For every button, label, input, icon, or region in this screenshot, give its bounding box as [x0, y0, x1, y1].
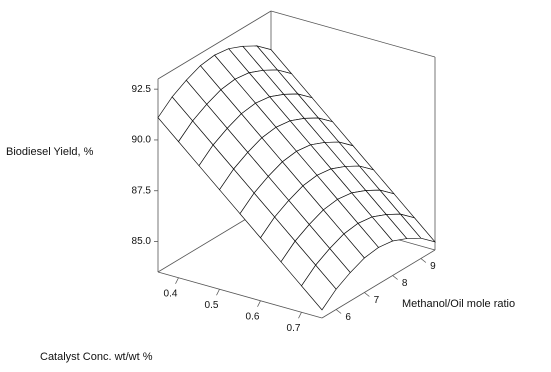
x-tick [257, 300, 261, 307]
surface-cell [301, 264, 337, 311]
box-edge [157, 271, 323, 319]
y-tick-label: 6 [345, 312, 351, 323]
x-tick-label: 0.7 [287, 323, 301, 334]
z-axis-label: Biodiesel Yield, % [6, 146, 94, 158]
y-tick-label: 7 [374, 295, 380, 306]
y-tick [335, 309, 342, 314]
z-tick-label: 90.0 [132, 135, 152, 146]
x-tick-label: 0.5 [205, 300, 219, 311]
box-edge [270, 10, 436, 58]
y-tick-label: 9 [430, 261, 436, 272]
x-axis-label: Catalyst Conc. wt/wt % [40, 351, 153, 363]
y-tick [364, 292, 370, 297]
z-tick-label: 92.5 [132, 84, 152, 95]
x-tick-label: 0.4 [164, 288, 178, 299]
y-tick [420, 258, 427, 263]
box-edge [157, 10, 272, 80]
y-axis-label: Methanol/Oil mole ratio [402, 298, 515, 310]
box-edge [321, 249, 436, 319]
y-tick [392, 275, 398, 280]
x-tick-label: 0.6 [246, 311, 260, 322]
z-tick-label: 87.5 [132, 185, 152, 196]
x-tick [298, 312, 302, 319]
x-tick [175, 277, 179, 284]
y-tick-label: 8 [402, 278, 408, 289]
z-tick-label: 85.0 [132, 236, 152, 247]
x-tick [216, 289, 220, 296]
